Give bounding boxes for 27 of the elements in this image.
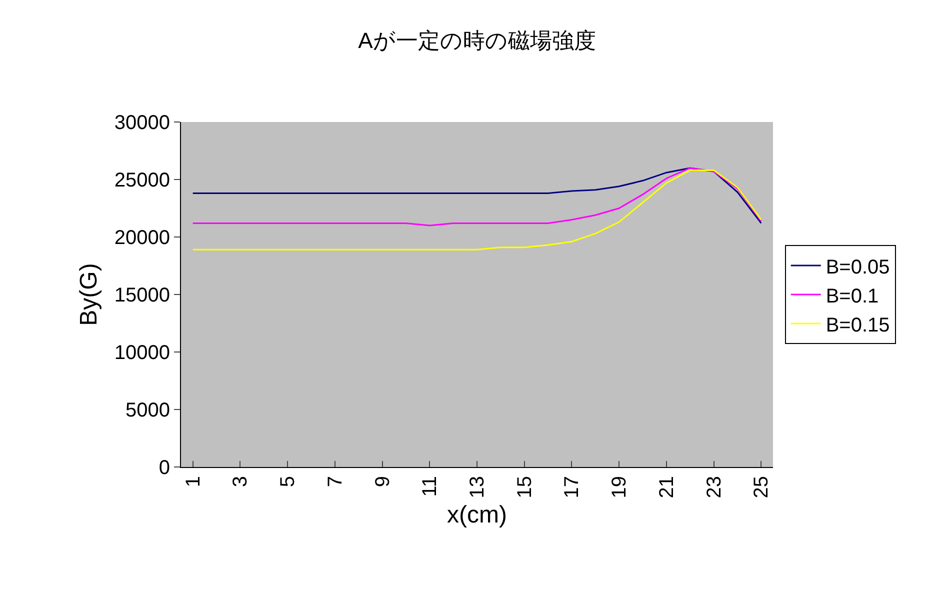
x-tick-label: 23 — [703, 476, 726, 498]
x-tick-label: 3 — [230, 476, 252, 488]
x-tick-label: 15 — [514, 476, 536, 498]
x-tick-label: 5 — [277, 476, 300, 488]
legend-label: B=0.05 — [826, 256, 890, 278]
y-tick-label: 10000 — [114, 342, 170, 364]
x-tick-label: 13 — [466, 476, 488, 498]
y-axis-title: By(G) — [75, 263, 102, 326]
x-tick-label: 17 — [561, 476, 584, 498]
y-tick-label: 5000 — [126, 400, 170, 422]
legend-label: B=0.1 — [826, 285, 879, 308]
x-tick-label: 11 — [419, 476, 442, 497]
x-tick-label: 9 — [372, 476, 394, 488]
y-tick-label: 15000 — [114, 284, 170, 306]
line-series — [192, 170, 762, 250]
chart-title: Aが一定の時の磁場強度 — [358, 28, 596, 53]
x-tick-label: 7 — [324, 476, 346, 488]
y-tick-label: 0 — [158, 457, 170, 479]
x-tick-label: 25 — [750, 476, 773, 498]
y-tick-label: 30000 — [114, 112, 170, 134]
y-tick-label: 20000 — [114, 227, 170, 249]
x-tick-label: 19 — [608, 476, 631, 498]
x-tick-label: 1 — [182, 476, 204, 488]
legend-label: B=0.15 — [826, 314, 890, 336]
x-axis-title: x(cm) — [447, 502, 507, 529]
y-tick-label: 25000 — [114, 170, 170, 192]
x-tick-label: 21 — [656, 476, 678, 498]
